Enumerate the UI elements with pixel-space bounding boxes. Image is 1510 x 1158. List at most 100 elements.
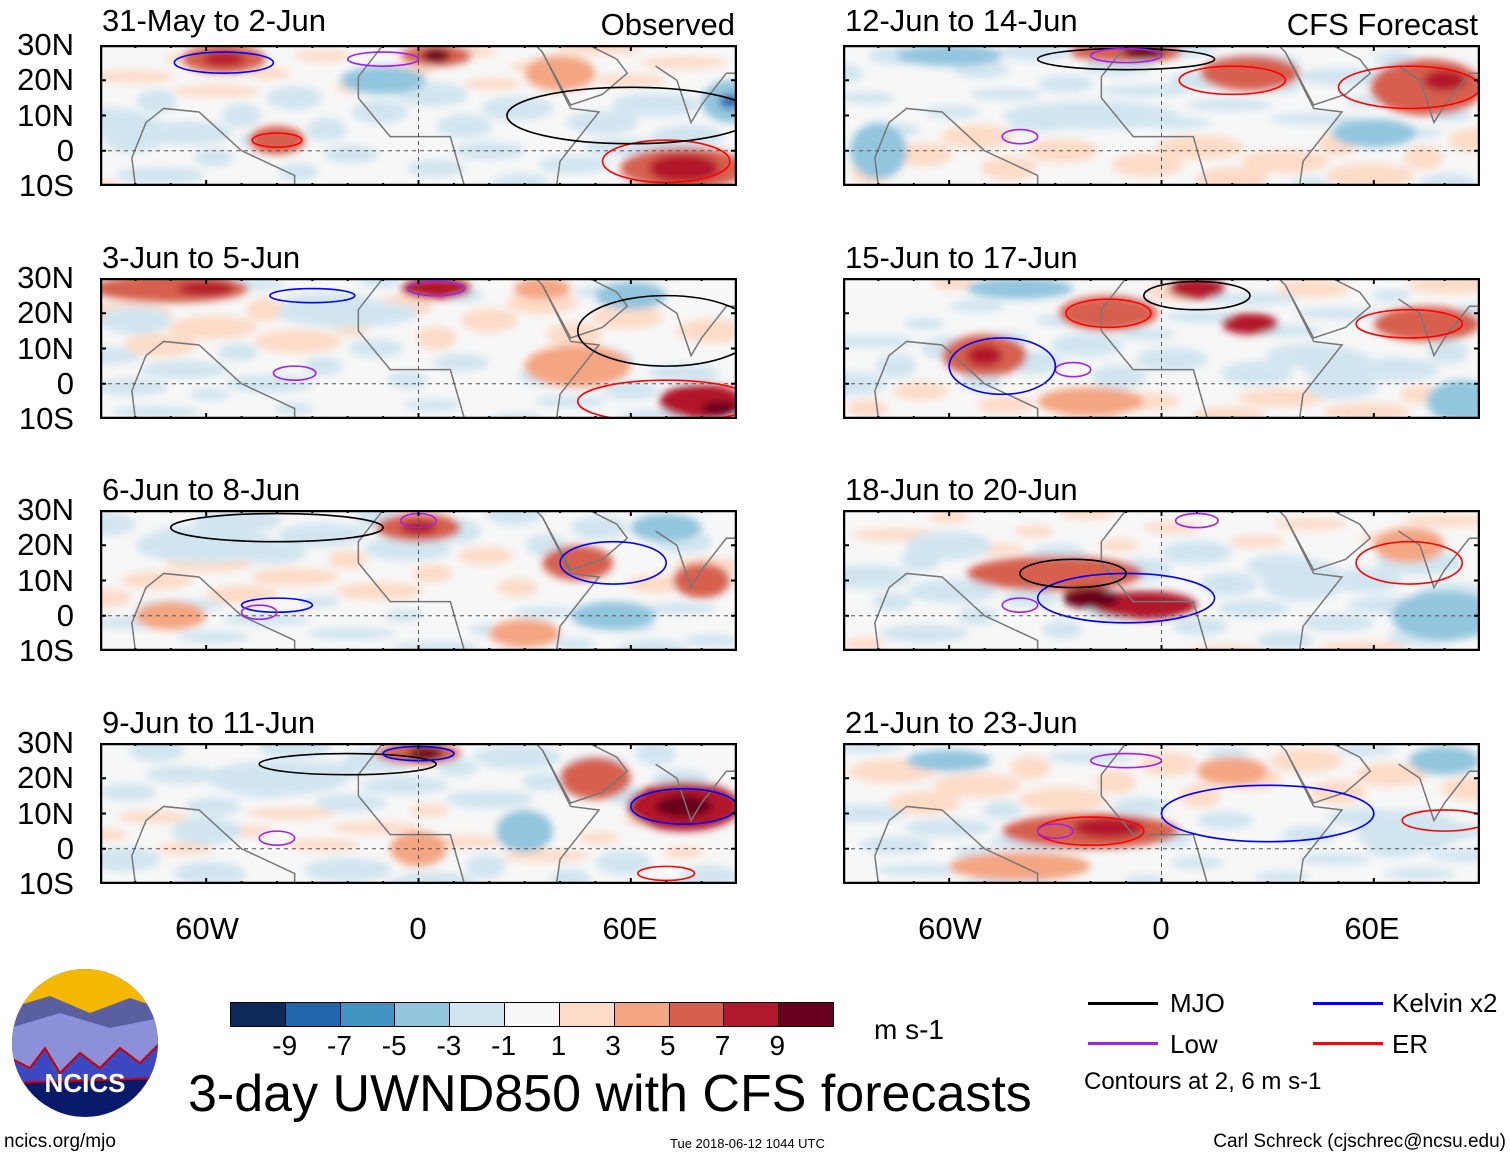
anomaly-shade xyxy=(524,344,631,388)
anomaly-shade xyxy=(1298,853,1371,866)
wind-anomaly-map xyxy=(100,510,737,651)
lat-label: 30N xyxy=(17,27,74,62)
coastline xyxy=(1100,743,1344,884)
coastline xyxy=(1398,530,1480,590)
anomaly-shade xyxy=(205,585,278,604)
anomaly-shade xyxy=(1294,307,1383,320)
anomaly-shade xyxy=(116,166,205,185)
anomaly-shade xyxy=(616,639,689,651)
lat-label: 20N xyxy=(17,760,74,796)
anomaly-shade xyxy=(1168,278,1226,300)
anomaly-shade xyxy=(1200,55,1300,91)
anomaly-shade xyxy=(422,48,451,63)
anomaly-shade xyxy=(1209,293,1298,306)
colorbar-label: -9 xyxy=(272,1030,298,1061)
lat-label: 20N xyxy=(17,295,74,331)
anomaly-shade xyxy=(128,743,185,763)
anomaly-shade xyxy=(647,364,720,383)
colorbar-label: 7 xyxy=(714,1030,731,1061)
anomaly-shade xyxy=(924,105,981,118)
wave-contour xyxy=(637,865,696,882)
anomaly-shade xyxy=(905,818,994,837)
coastline xyxy=(541,278,629,339)
wind-anomaly-map xyxy=(843,510,1480,651)
wave-contour xyxy=(346,51,420,67)
lat-label: 20N xyxy=(17,527,74,563)
wave-contour xyxy=(630,788,737,825)
anomaly-shade xyxy=(437,758,478,777)
anomaly-shade xyxy=(489,619,561,648)
wave-contour xyxy=(258,752,437,776)
anomaly-shade xyxy=(286,839,359,852)
coastline xyxy=(357,510,601,651)
colorbar-units: m s-1 xyxy=(874,1014,944,1045)
anomaly-shade xyxy=(172,84,261,97)
anomaly-shade xyxy=(1229,535,1286,548)
anomaly-shade xyxy=(896,45,1003,67)
anomaly-shade xyxy=(680,864,737,884)
colorbar-swatch xyxy=(669,1003,725,1026)
anomaly-shade xyxy=(1099,539,1140,552)
anomaly-shade xyxy=(896,142,953,167)
panel-frame xyxy=(100,743,737,884)
anomaly-shade xyxy=(966,278,1074,300)
wind-anomaly-map xyxy=(843,45,1480,186)
lon-label-60e: 60E xyxy=(602,911,658,946)
anomaly-shade xyxy=(457,546,514,565)
anomaly-shade xyxy=(1404,514,1480,527)
wind-anomaly-map xyxy=(100,743,737,884)
coastline xyxy=(1398,298,1480,358)
panel-frame xyxy=(843,45,1480,186)
anomaly-shade xyxy=(249,67,290,80)
anomaly-shade xyxy=(933,773,1022,798)
anomaly-shade xyxy=(1409,746,1480,775)
lat-label: 10S xyxy=(18,866,74,901)
anomaly-shade xyxy=(136,89,177,114)
lat-label: 10N xyxy=(17,97,74,133)
panel-frame xyxy=(843,278,1480,419)
anomaly-shade xyxy=(387,371,428,390)
anomaly-shade xyxy=(278,162,319,181)
anomaly-shade xyxy=(173,861,246,884)
footer-credit: Carl Schreck (cjschrec@ncsu.edu) xyxy=(1213,1131,1506,1152)
anomaly-shade xyxy=(1062,587,1120,609)
lat-label: 10N xyxy=(17,562,74,598)
anomaly-shade xyxy=(1091,364,1148,389)
anomaly-shade xyxy=(332,821,421,834)
anomaly-shade xyxy=(445,790,534,809)
colorbar-swatch xyxy=(231,1003,286,1026)
coastline xyxy=(874,340,1039,419)
colorbar-swatch xyxy=(340,1003,396,1026)
anomaly-shade xyxy=(496,809,553,853)
colorbar-swatch xyxy=(614,1003,670,1026)
legend-line-er xyxy=(1313,1042,1383,1045)
anomaly-shade xyxy=(1099,84,1188,97)
anomaly-shade xyxy=(522,772,563,791)
anomaly-shade xyxy=(1196,757,1268,786)
anomaly-shade xyxy=(1428,340,1469,365)
anomaly-shade xyxy=(416,325,457,350)
anomaly-shade xyxy=(1208,747,1249,760)
anomaly-shade xyxy=(892,381,949,400)
anomaly-shade xyxy=(120,571,193,590)
anomaly-shade xyxy=(1277,279,1350,298)
anomaly-shade xyxy=(908,579,997,604)
wave-contour xyxy=(272,365,317,382)
anomaly-shade xyxy=(189,388,230,401)
anomaly-shade xyxy=(1014,525,1055,538)
wave-contour xyxy=(1178,65,1287,96)
anomaly-shade xyxy=(392,641,481,651)
footer-url[interactable]: ncics.org/mjo xyxy=(4,1131,116,1152)
colorbar-swatch xyxy=(395,1003,451,1026)
anomaly-shade xyxy=(1274,518,1347,531)
anomaly-shade xyxy=(1383,867,1456,880)
anomaly-shade xyxy=(135,601,207,630)
anomaly-shade xyxy=(906,750,992,772)
anomaly-shade xyxy=(566,110,639,135)
wave-contour xyxy=(576,379,737,419)
lat-label: 10N xyxy=(17,330,74,366)
anomaly-shade xyxy=(1058,295,1158,331)
anomaly-shade xyxy=(1111,152,1184,177)
anomaly-shade xyxy=(860,836,933,855)
anomaly-shade xyxy=(497,578,538,597)
